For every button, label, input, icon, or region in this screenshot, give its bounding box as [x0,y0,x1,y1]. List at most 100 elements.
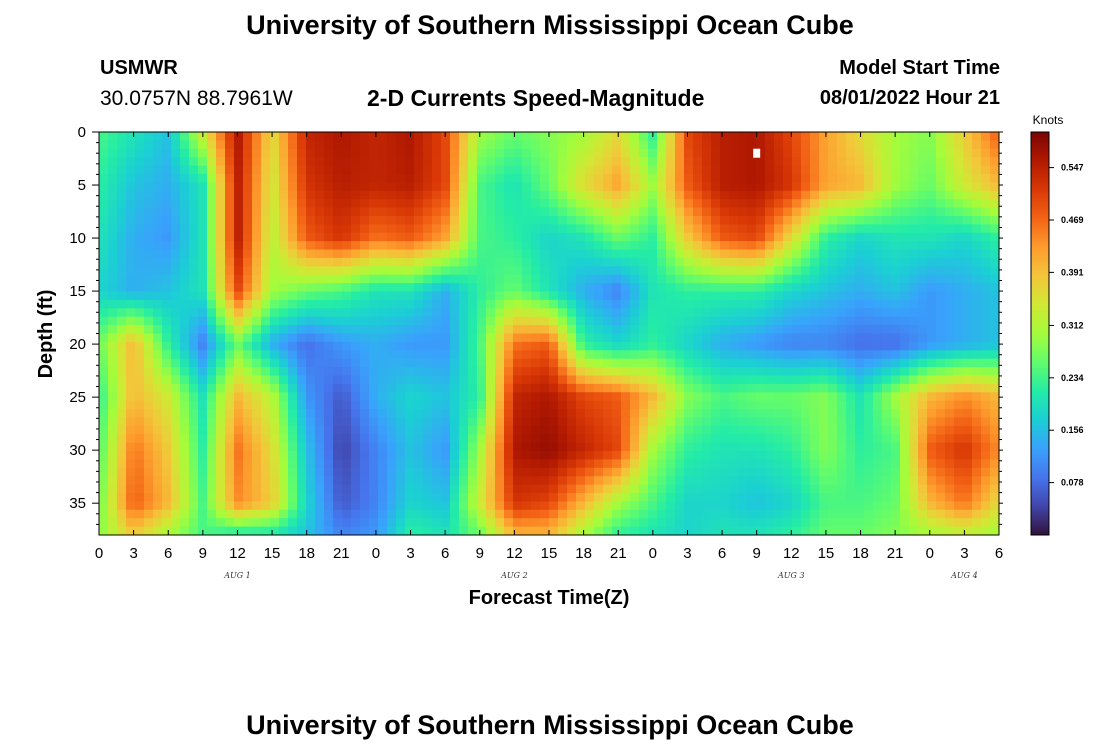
heatmap-cell [828,215,838,225]
heatmap-cell [162,484,172,494]
heatmap-cell [918,383,928,393]
heatmap-cell [891,526,901,535]
heatmap-cell [207,157,217,167]
heatmap-cell [756,283,766,293]
heatmap-cell [234,215,244,225]
heatmap-cell [351,442,361,452]
heatmap-cell [657,241,667,251]
heatmap-cell [378,224,388,234]
heatmap-cell [513,157,523,167]
heatmap-cell [855,266,865,276]
heatmap-cell [639,526,649,535]
heatmap-cell [396,249,406,259]
heatmap-cell [315,274,325,284]
heatmap-cell [171,291,181,301]
heatmap-cell [198,350,208,360]
heatmap-cell [99,165,109,175]
heatmap-cell [324,383,334,393]
heatmap-cell [963,308,973,318]
heatmap-cell [108,417,118,427]
heatmap-cell [477,190,487,200]
heatmap-cell [513,283,523,293]
heatmap-cell [585,425,595,435]
heatmap-cell [432,173,442,183]
heatmap-cell [756,207,766,217]
heatmap-cell [387,199,397,209]
heatmap-cell [288,417,298,427]
heatmap-cell [315,132,325,141]
heatmap-cell [729,509,739,519]
heatmap-cell [225,207,235,217]
heatmap-cell [459,224,469,234]
heatmap-cell [378,215,388,225]
heatmap-cell [117,442,127,452]
heatmap-cell [837,207,847,217]
heatmap-cell [504,451,514,461]
heatmap-cell [612,325,622,335]
heatmap-cell [486,325,496,335]
heatmap-cell [873,459,883,469]
heatmap-cell [342,232,352,242]
heatmap-cell [117,451,127,461]
heatmap-cell [981,308,991,318]
heatmap-cell [711,375,721,385]
heatmap-cell [270,215,280,225]
heatmap-cell [360,526,370,535]
heatmap-cell [432,467,442,477]
heatmap-cell [756,383,766,393]
heatmap-cell [423,333,433,343]
heatmap-cell [468,459,478,469]
heatmap-cell [135,316,145,326]
heatmap-cell [747,132,757,141]
heatmap-cell [126,350,136,360]
heatmap-cell [252,325,262,335]
heatmap-cell [558,476,568,486]
heatmap-cell [351,132,361,141]
heatmap-cell [531,173,541,183]
heatmap-cell [873,190,883,200]
heatmap-cell [675,182,685,192]
heatmap-cell [333,383,343,393]
heatmap-cell [396,182,406,192]
heatmap-cell [810,442,820,452]
heatmap-cell [504,392,514,402]
heatmap-cell [306,375,316,385]
heatmap-cell [873,392,883,402]
heatmap-cell [144,341,154,351]
heatmap-cell [153,409,163,419]
heatmap-cell [513,501,523,511]
heatmap-cell [936,484,946,494]
heatmap-cell [612,451,622,461]
heatmap-cell [117,409,127,419]
heatmap-cell [855,325,865,335]
heatmap-cell [702,299,712,309]
heatmap-cell [945,257,955,267]
heatmap-cell [234,291,244,301]
heatmap-cell [225,400,235,410]
heatmap-cell [603,266,613,276]
heatmap-cell [918,358,928,368]
heatmap-cell [522,140,532,150]
heatmap-cell [378,182,388,192]
heatmap-cell [243,215,253,225]
heatmap-cell [783,190,793,200]
heatmap-cell [846,132,856,141]
heatmap-cell [180,325,190,335]
heatmap-cell [117,493,127,503]
heatmap-cell [279,442,289,452]
heatmap-cell [261,509,271,519]
heatmap-cell [441,493,451,503]
heatmap-cell [648,316,658,326]
heatmap-cell [837,291,847,301]
heatmap-cell [657,367,667,377]
heatmap-cell [198,367,208,377]
heatmap-cell [612,358,622,368]
heatmap-cell [756,190,766,200]
heatmap-cell [360,182,370,192]
heatmap-cell [990,400,999,410]
heatmap-cell [972,493,982,503]
heatmap-cell [378,518,388,528]
heatmap-cell [351,400,361,410]
heatmap-cell [567,140,577,150]
heatmap-cell [648,341,658,351]
